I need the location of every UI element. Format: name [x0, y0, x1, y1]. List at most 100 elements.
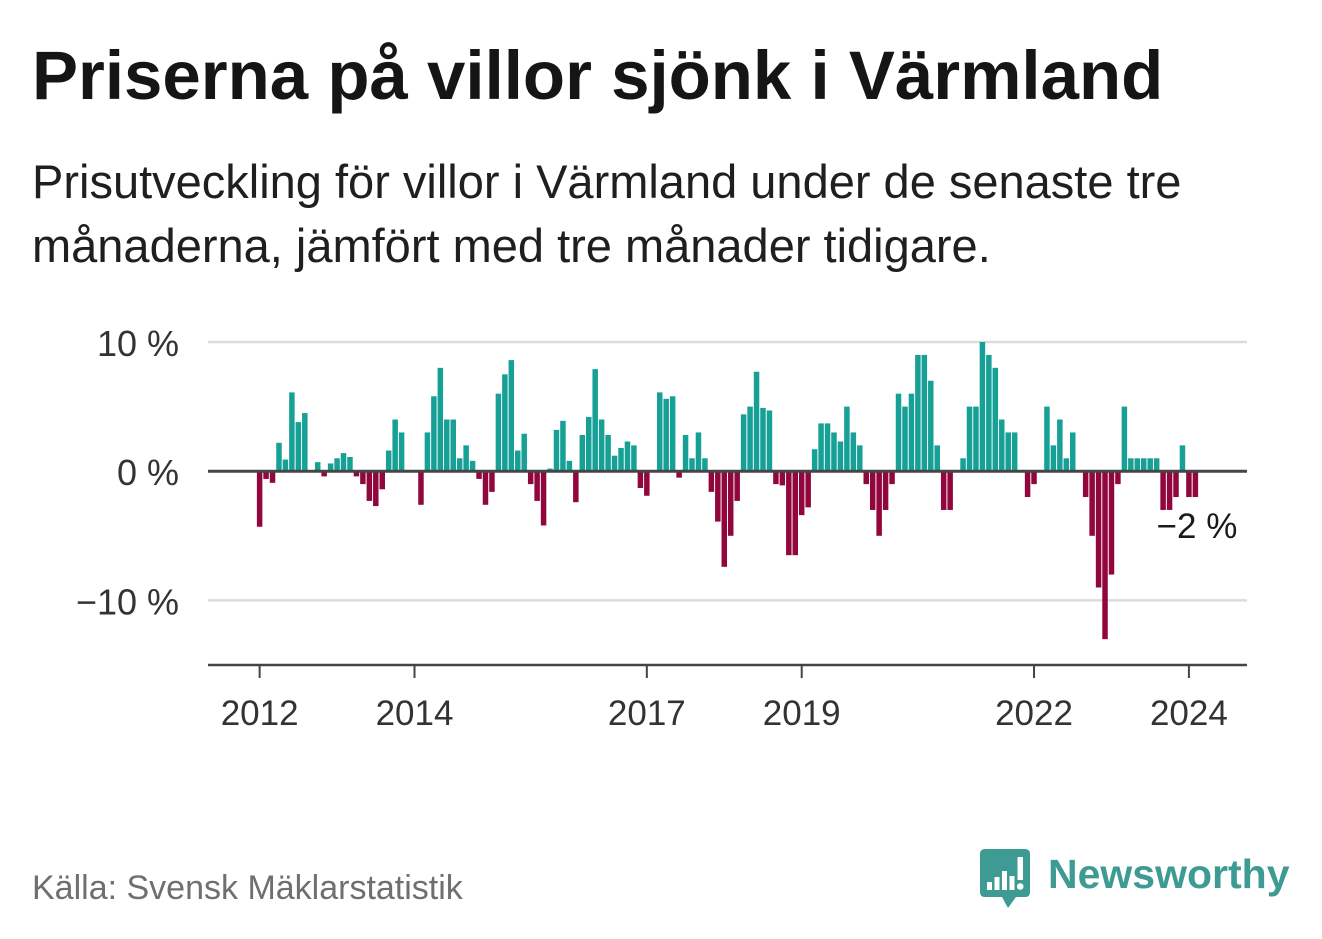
bar-positive — [1063, 458, 1070, 472]
bar-positive — [347, 456, 353, 472]
bar-negative — [527, 471, 534, 485]
bar-positive — [818, 423, 824, 472]
bar-positive — [502, 374, 508, 472]
bar-positive — [1134, 458, 1141, 472]
bar-negative — [366, 471, 373, 501]
bar-positive — [282, 459, 289, 472]
bar-positive — [450, 419, 456, 472]
bar-positive — [747, 406, 753, 472]
bar-negative — [798, 471, 805, 516]
bar-positive — [857, 445, 863, 472]
bar-negative — [418, 471, 424, 505]
bar-positive — [915, 354, 921, 472]
bar-positive — [766, 410, 773, 472]
bar-positive — [902, 406, 908, 472]
bar-positive — [960, 458, 966, 472]
bar-positive — [521, 433, 527, 472]
bar-negative — [360, 471, 366, 485]
bar-positive — [1121, 406, 1128, 472]
logo-exclamation-dot — [1016, 883, 1024, 890]
bar-positive — [579, 435, 586, 472]
newsworthy-logo-icon — [980, 849, 1030, 908]
bar-positive — [456, 458, 463, 472]
bar-negative — [489, 471, 495, 492]
bar-positive — [553, 429, 560, 472]
chart-subtitle: Prisutveckling för villor i Värmland und… — [32, 155, 1182, 272]
bar-positive — [495, 393, 502, 472]
bar-positive — [908, 393, 915, 472]
bar-positive — [663, 398, 669, 472]
bar-positive — [895, 393, 902, 472]
bar-negative — [805, 471, 811, 508]
bar-positive — [463, 445, 469, 472]
bar-positive — [1147, 458, 1153, 472]
bar-positive — [431, 396, 437, 472]
bar-positive — [824, 423, 831, 472]
bar-positive — [921, 354, 928, 472]
bar-negative — [1031, 471, 1037, 485]
bar-positive — [295, 422, 302, 472]
bar-positive — [1057, 419, 1063, 472]
bar-positive — [657, 392, 663, 472]
x-tick-label: 2022 — [995, 694, 1073, 733]
bar-negative — [637, 471, 644, 488]
bar-positive — [444, 419, 450, 472]
bar-negative — [540, 471, 547, 526]
bar-negative — [534, 471, 540, 501]
bar-negative — [1192, 471, 1199, 498]
bar-negative — [734, 471, 740, 501]
bar-positive — [928, 380, 934, 472]
bar-negative — [715, 471, 721, 522]
bar-positive — [850, 432, 857, 472]
bar-positive — [966, 406, 973, 472]
bar-positive — [1179, 445, 1186, 472]
bar-negative — [482, 471, 489, 505]
bar-positive — [302, 413, 308, 472]
bar-positive — [605, 435, 611, 472]
bar-negative — [863, 471, 869, 485]
bar-negative — [573, 471, 579, 503]
bar-negative — [256, 471, 263, 527]
bar-negative — [708, 471, 715, 492]
bar-negative — [476, 471, 482, 479]
bar-chart: 2012 2014 2017 2019 2022 2024 10 % 0 % −10 % −2 % — [76, 323, 1247, 733]
bar-negative — [373, 471, 379, 507]
bar-positive — [695, 432, 702, 472]
bar-positive — [1128, 458, 1134, 472]
bar-positive — [424, 432, 431, 472]
x-tick-label: 2017 — [608, 694, 686, 733]
bar-negative — [721, 471, 728, 567]
bar-positive — [979, 342, 986, 472]
bar-negative — [1102, 471, 1108, 640]
bar-negative — [1166, 471, 1173, 510]
bar-negative — [1089, 471, 1095, 536]
bar-positive — [624, 441, 631, 472]
bar-negative — [940, 471, 947, 510]
bar-negative — [1024, 471, 1031, 498]
bar-positive — [844, 406, 850, 472]
bar-positive — [689, 458, 695, 472]
bar-negative — [779, 471, 786, 486]
last-value-label: −2 % — [1157, 507, 1238, 546]
bar-negative — [727, 471, 734, 536]
bar-negative — [773, 471, 779, 485]
bar-positive — [702, 458, 708, 472]
logo-exclamation-bar — [1017, 857, 1023, 880]
y-tick-label: −10 % — [76, 581, 179, 622]
x-tick-label: 2012 — [221, 694, 299, 733]
bar-positive — [1153, 458, 1160, 472]
bar-negative — [1095, 471, 1102, 588]
y-tick-label: 10 % — [97, 323, 179, 364]
logo-bar — [987, 882, 992, 890]
bar-negative — [792, 471, 799, 556]
bar-positive — [611, 455, 618, 472]
logo-bar — [1009, 876, 1015, 890]
x-tick-label: 2019 — [763, 694, 841, 733]
bar-negative — [1108, 471, 1115, 575]
x-tick-label: 2014 — [376, 694, 454, 733]
bar-positive — [631, 445, 637, 472]
bar-negative — [1186, 471, 1192, 498]
x-tick-label: 2024 — [1150, 694, 1228, 733]
bar-positive — [760, 407, 766, 472]
bar-positive — [1011, 432, 1018, 472]
